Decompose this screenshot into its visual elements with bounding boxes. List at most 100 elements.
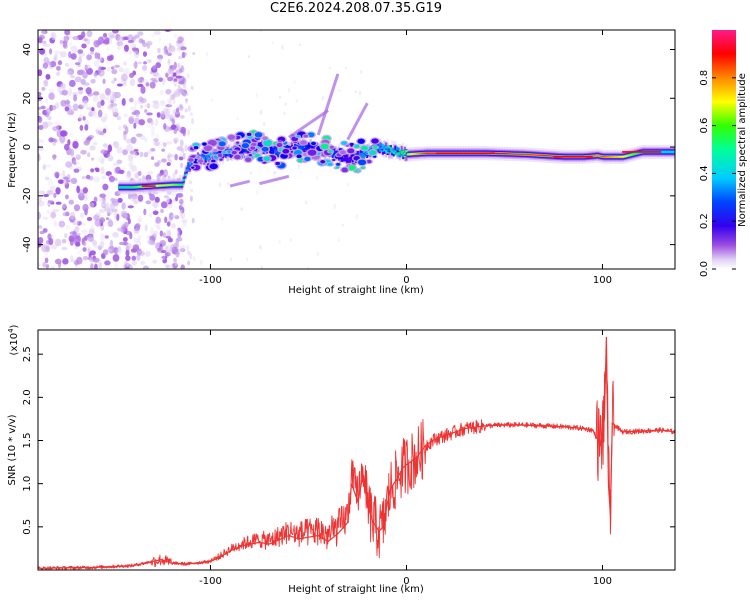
blob-core (201, 142, 207, 146)
noise-speckle (341, 223, 344, 227)
noise-speckle (192, 51, 196, 56)
noise-speckle (166, 230, 172, 237)
blob-core (193, 145, 199, 150)
noise-speckle (144, 68, 148, 75)
blob-core (320, 159, 326, 164)
noise-speckle (168, 45, 176, 52)
noise-speckle (68, 235, 74, 242)
noise-speckle (82, 100, 88, 109)
x-tick-label: 0 (403, 275, 409, 286)
noise-speckle (75, 241, 81, 247)
track-segment (201, 152, 204, 158)
x-tick-label: -100 (199, 576, 222, 587)
blob-core (188, 158, 194, 162)
noise-speckle (57, 60, 63, 66)
track-segment (342, 158, 345, 162)
track-segment (364, 155, 367, 158)
noise-speckle (51, 32, 57, 41)
track-segment (118, 186, 121, 188)
noise-speckle (143, 151, 149, 158)
noise-speckle (86, 106, 92, 110)
noise-speckle (273, 170, 276, 175)
noise-speckle (47, 116, 52, 121)
track-segment (126, 186, 129, 188)
noise-speckle (137, 234, 142, 242)
noise-speckle (145, 82, 150, 87)
noise-speckle (132, 244, 140, 251)
blob-core (335, 162, 341, 166)
track-segment (124, 186, 127, 188)
noise-speckle (161, 158, 167, 163)
noise-speckle (76, 250, 82, 255)
track-segment (413, 153, 416, 155)
track-segment (207, 157, 210, 160)
noise-speckle (134, 172, 139, 179)
noise-speckle (38, 190, 46, 195)
noise-speckle (180, 65, 184, 71)
track-segment (284, 146, 287, 149)
noise-speckle (54, 171, 60, 178)
noise-speckle (150, 227, 154, 235)
track-segment (359, 152, 362, 155)
noise-speckle (38, 196, 42, 203)
noise-speckle (96, 101, 102, 109)
track-segment (187, 164, 190, 166)
noise-speckle (97, 130, 104, 136)
track-segment (392, 149, 395, 153)
noise-speckle (171, 246, 175, 251)
track-segment (391, 147, 394, 149)
track-segment (497, 152, 500, 155)
track-segment (403, 155, 406, 158)
track-segment (635, 152, 638, 155)
track-segment (521, 153, 524, 155)
track-segment (314, 145, 317, 148)
noise-speckle (108, 245, 116, 254)
noise-speckle (57, 179, 65, 184)
y-tick-label: 2.5 (22, 346, 33, 362)
track-segment (508, 153, 511, 155)
noise-speckle (96, 125, 102, 132)
snr-series-line (38, 336, 675, 569)
track-segment (519, 153, 522, 155)
track-segment (427, 152, 430, 154)
noise-speckle (110, 66, 115, 70)
track-segment (297, 146, 300, 148)
track-segment (386, 151, 389, 154)
track-segment (240, 150, 243, 154)
track-segment (300, 148, 303, 151)
noise-speckle (165, 88, 172, 95)
track-segment (173, 184, 176, 186)
x-tick-label: 100 (593, 275, 612, 286)
noise-speckle (38, 111, 41, 117)
track-segment (540, 154, 543, 156)
blob-core (307, 149, 317, 156)
noise-speckle (133, 34, 140, 39)
track-segment (278, 151, 281, 154)
track-segment (162, 184, 165, 187)
noise-speckle (174, 261, 178, 266)
track-segment (403, 152, 406, 158)
noise-speckle (173, 33, 179, 39)
noise-speckle (83, 140, 90, 146)
noise-speckle (70, 148, 75, 157)
noise-speckle (93, 39, 100, 48)
track-segment (209, 153, 212, 155)
blob-core (347, 148, 355, 154)
noise-speckle (114, 141, 120, 147)
noise-speckle (50, 105, 57, 111)
noise-speckle (134, 223, 141, 229)
track-segment (433, 152, 436, 154)
track-segment (389, 147, 392, 150)
track-segment (671, 151, 675, 153)
track-segment (273, 148, 276, 151)
track-segment (384, 146, 388, 149)
noise-speckle (44, 176, 50, 181)
track-segment (129, 186, 132, 188)
noise-speckle (120, 221, 125, 227)
noise-speckle (110, 197, 115, 203)
noise-speckle (176, 146, 183, 151)
track-segment (358, 151, 361, 159)
noise-speckle (182, 92, 186, 98)
track-segment (369, 147, 372, 151)
